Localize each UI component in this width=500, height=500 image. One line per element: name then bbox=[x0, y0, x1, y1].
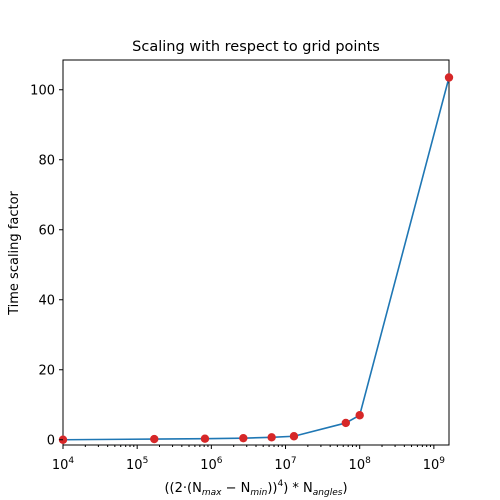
y-tick-label: 100 bbox=[30, 83, 55, 98]
x-tick-label: 105 bbox=[126, 456, 148, 473]
x-label-sub-max: max bbox=[202, 488, 222, 498]
y-tick-label: 80 bbox=[38, 153, 55, 168]
x-label-sup: 4 bbox=[277, 479, 283, 489]
plot-area bbox=[58, 59, 454, 446]
x-tick-label: 108 bbox=[349, 456, 372, 473]
y-tick-label: 40 bbox=[38, 293, 55, 308]
x-label-sub-min: min bbox=[250, 488, 267, 498]
x-label-close2: ) * N bbox=[283, 481, 313, 496]
series-layer bbox=[58, 73, 454, 444]
series-line bbox=[62, 77, 450, 441]
data-point bbox=[444, 73, 454, 82]
x-label-open: ((2·(N bbox=[164, 481, 201, 496]
x-label-mid: − N bbox=[221, 481, 250, 496]
x-label-close1: )) bbox=[267, 481, 277, 496]
x-tick-label: 106 bbox=[200, 456, 223, 473]
x-axis-label: ((2·(Nmax − Nmin))4) * Nangles) bbox=[164, 479, 347, 498]
x-tick-label: 104 bbox=[52, 456, 75, 473]
x-label-close3: ) bbox=[342, 481, 347, 496]
plot-frame bbox=[62, 59, 450, 446]
data-point bbox=[150, 434, 159, 444]
data-point bbox=[289, 432, 299, 441]
y-tick-label: 20 bbox=[38, 363, 55, 378]
x-label-sub-angles: angles bbox=[313, 488, 343, 498]
y-tick-label: 0 bbox=[47, 433, 55, 448]
data-point bbox=[267, 433, 276, 442]
y-axis: 0 20 40 60 80 100 bbox=[30, 83, 63, 448]
chart-title: Scaling with respect to grid points bbox=[132, 39, 380, 55]
x-tick-label: 109 bbox=[423, 456, 446, 473]
data-point bbox=[341, 418, 351, 428]
data-point bbox=[239, 433, 248, 443]
y-tick-label: 60 bbox=[38, 223, 55, 238]
y-axis-label: Time scaling factor bbox=[7, 190, 22, 315]
data-point bbox=[355, 411, 364, 420]
data-point bbox=[200, 434, 210, 443]
x-tick-label: 107 bbox=[274, 456, 296, 473]
x-axis: 104 105 106 107 108 109 bbox=[52, 445, 445, 473]
